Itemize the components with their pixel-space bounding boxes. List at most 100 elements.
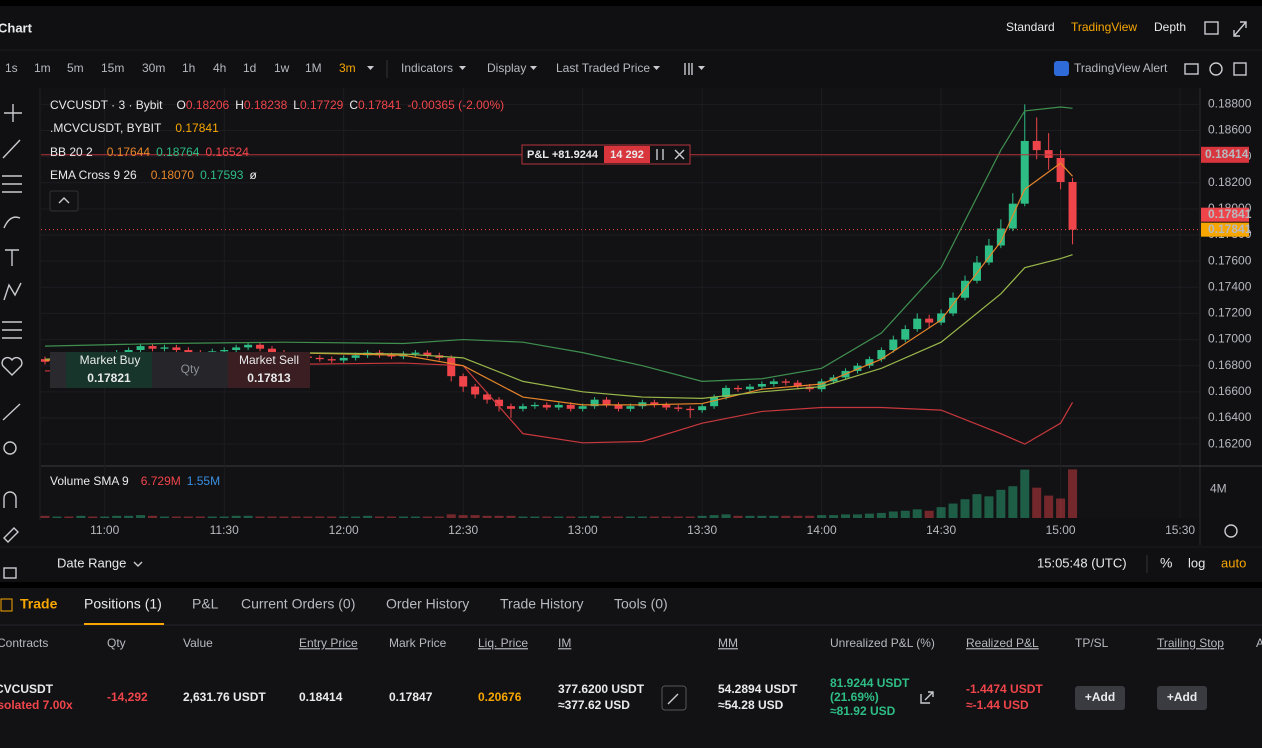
- view-tab[interactable]: TradingView: [1071, 20, 1137, 34]
- crosshair-tool[interactable]: [4, 104, 22, 122]
- cell: CVCUSDT: [0, 682, 54, 696]
- volume-bar: [339, 516, 349, 518]
- sell-label: Market Sell: [239, 353, 299, 367]
- settings-icon[interactable]: [1209, 62, 1223, 76]
- sell-button[interactable]: [228, 352, 310, 388]
- alert-button[interactable]: TradingView Alert: [1074, 61, 1168, 75]
- axis-settings-icon[interactable]: [1224, 524, 1238, 538]
- interval[interactable]: 1s: [5, 61, 18, 75]
- lock-tool[interactable]: [3, 567, 17, 579]
- menu[interactable]: Indicators: [401, 61, 453, 75]
- share-icon[interactable]: [920, 691, 934, 704]
- menu[interactable]: Display: [487, 61, 526, 75]
- legend-line: BB 20 2 0.17644 0.18764 0.16524: [50, 145, 249, 159]
- qty-input[interactable]: [152, 352, 228, 388]
- lock-drawing-tool[interactable]: [3, 527, 19, 543]
- interval[interactable]: 1M: [305, 61, 322, 75]
- date-range[interactable]: Date Range: [57, 555, 126, 570]
- scale-option[interactable]: log: [1188, 555, 1205, 570]
- volume-bar: [518, 516, 528, 518]
- camera-icon[interactable]: [1184, 63, 1199, 75]
- volume-bar: [936, 507, 946, 518]
- candle-body: [996, 228, 1005, 246]
- column-header: Contracts: [0, 636, 48, 650]
- volume-bar: [219, 516, 229, 518]
- buy-price: 0.17821: [87, 371, 131, 385]
- candle-body: [160, 347, 169, 349]
- collapse-button[interactable]: [49, 190, 79, 212]
- change: -0.00365 (-2.00%): [407, 98, 504, 112]
- add-trailing-button[interactable]: [1157, 686, 1207, 710]
- interval[interactable]: 30m: [142, 61, 165, 75]
- candle-body: [483, 394, 492, 400]
- column-header: Qty: [107, 636, 126, 650]
- tab[interactable]: Positions (1): [84, 596, 162, 612]
- close-icon[interactable]: [674, 149, 685, 160]
- interval[interactable]: 3m: [339, 61, 356, 75]
- text-tool[interactable]: [5, 249, 19, 266]
- volume-bar: [267, 516, 277, 518]
- index-value: 0.17841: [175, 121, 219, 135]
- candle-body: [937, 313, 946, 323]
- interval[interactable]: 1d: [243, 61, 256, 75]
- column-header: MM: [718, 636, 738, 650]
- volume-bar: [183, 516, 193, 518]
- zoom-tool[interactable]: [3, 441, 17, 455]
- tab[interactable]: Tools (0): [614, 596, 668, 612]
- view-tab[interactable]: Standard: [1006, 20, 1055, 34]
- volume-bar: [136, 515, 146, 518]
- y-tick-label: 0.16800: [1208, 358, 1252, 372]
- scale-option[interactable]: %: [1160, 555, 1172, 571]
- layout-icon[interactable]: [1204, 21, 1219, 35]
- fib-tool[interactable]: [2, 175, 22, 193]
- volume-bar: [1008, 486, 1018, 518]
- tab[interactable]: P&L: [192, 596, 219, 612]
- buy-button[interactable]: [66, 352, 152, 388]
- prediction-tool[interactable]: [2, 321, 22, 339]
- candle-body: [518, 406, 527, 409]
- badge-qty: 14 292: [610, 149, 644, 161]
- tab[interactable]: Trade History: [500, 596, 584, 612]
- reverse-icon[interactable]: [656, 149, 664, 160]
- interval[interactable]: 5m: [67, 61, 84, 75]
- pattern-tool[interactable]: [3, 282, 22, 301]
- icon-tool[interactable]: [1, 356, 23, 376]
- interval[interactable]: 1h: [182, 61, 195, 75]
- ruler-tool[interactable]: [2, 403, 21, 421]
- y-tick-label: 0.17200: [1208, 306, 1252, 320]
- magnet-tool[interactable]: [3, 491, 17, 508]
- brush-tool[interactable]: [3, 216, 21, 229]
- volume-bar: [112, 515, 122, 518]
- add-tpsl-button[interactable]: [1075, 686, 1125, 710]
- cell: ≈81.92 USD: [830, 704, 896, 718]
- interval[interactable]: 15m: [101, 61, 124, 75]
- view-tab[interactable]: Depth: [1154, 20, 1186, 34]
- cell: ≈377.62 USD: [558, 698, 630, 712]
- chart-style-icon[interactable]: [684, 63, 693, 75]
- drag-handle[interactable]: [50, 352, 66, 388]
- volume-bar: [649, 516, 659, 518]
- price-tag: [1201, 207, 1249, 222]
- candle-body: [686, 408, 695, 411]
- expand-icon[interactable]: [1233, 21, 1247, 37]
- alert-icon[interactable]: [1054, 61, 1069, 76]
- volume-bar: [757, 515, 767, 518]
- cell: ≈54.28 USD: [718, 698, 784, 712]
- column-header: TP/SL: [1075, 636, 1109, 650]
- volume-bar: [506, 515, 516, 518]
- interval[interactable]: 4h: [213, 61, 226, 75]
- interval[interactable]: 1w: [274, 61, 290, 75]
- fullscreen-icon[interactable]: [1233, 62, 1247, 76]
- legend-line: .MCVCUSDT, BYBIT 0.17841: [50, 121, 219, 135]
- candle-body: [602, 399, 611, 405]
- scale-option[interactable]: auto: [1221, 555, 1246, 570]
- tab[interactable]: Trade: [20, 596, 58, 612]
- tab[interactable]: Order History: [386, 596, 469, 612]
- volume-bar: [458, 515, 468, 518]
- menu[interactable]: Last Traded Price: [556, 61, 650, 75]
- interval[interactable]: 1m: [34, 61, 51, 75]
- volume-bar: [148, 515, 158, 518]
- tab[interactable]: Current Orders (0): [241, 596, 355, 612]
- trend-tool[interactable]: [2, 139, 21, 159]
- edit-margin-button[interactable]: [661, 685, 687, 711]
